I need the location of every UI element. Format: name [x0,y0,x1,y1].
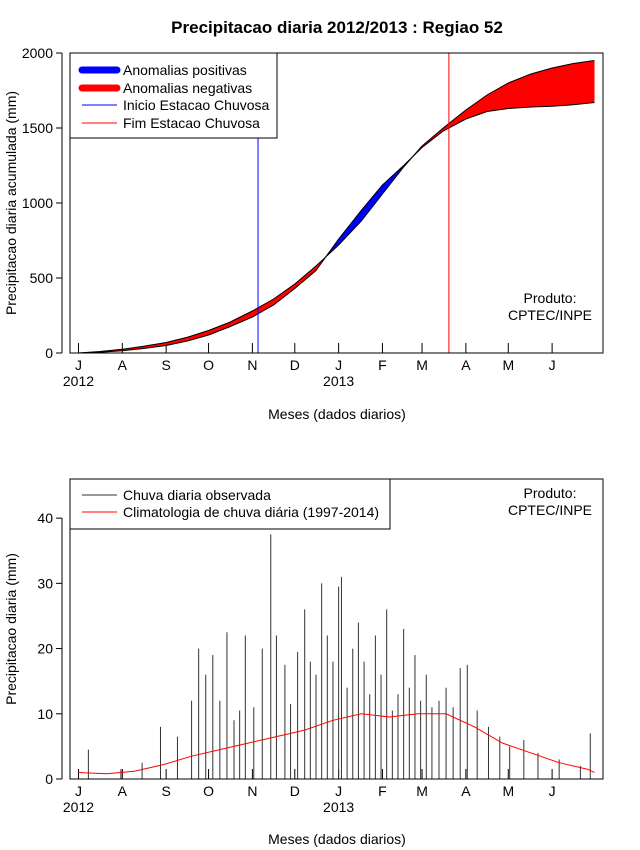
x-tick-label: M [416,357,428,373]
x-tick-label: F [378,783,387,799]
y-tick-label: 0 [45,345,53,361]
x-tick-label: J [75,783,82,799]
bottom-annotation-cptec: CPTEC/INPE [508,502,592,518]
x-tick-label: O [203,357,214,373]
top-y-axis-label: Precipitacao diaria acumulada (mm) [3,91,19,315]
top-annotation-cptec: CPTEC/INPE [508,307,592,323]
x-tick-label: A [461,783,471,799]
climatology-daily-line [78,713,595,775]
y-tick-label: 1000 [22,195,53,211]
y-tick-label: 500 [30,270,54,286]
y-tick-label: 2000 [22,45,53,61]
x-tick-label: A [118,783,128,799]
bottom-x-axis-label: Meses (dados diarios) [268,831,406,847]
x-tick-label: D [290,357,300,373]
x-year-label: 2012 [63,799,94,815]
legend-text-climatologia: Climatologia de chuva diária (1997-2014) [123,504,379,520]
x-tick-label: N [247,357,257,373]
x-year-label: 2013 [323,373,354,389]
top-plot-frame [69,52,604,354]
x-tick-label: D [290,783,300,799]
x-tick-label: A [118,357,128,373]
bottom-y-axis-label: Precipitacao diaria (mm) [3,553,19,705]
y-tick-label: 10 [37,706,53,722]
legend-text-chuva-observada: Chuva diaria observada [123,487,271,503]
x-tick-label: F [378,357,387,373]
x-tick-label: J [549,783,556,799]
bottom-legend: Chuva diaria observada Climatologia de c… [69,478,391,530]
y-tick-label: 20 [37,641,53,657]
x-tick-label: S [161,357,170,373]
y-tick-label: 0 [45,771,53,787]
anomaly-negative-area [79,256,326,353]
anomaly-positive-area [325,155,414,257]
legend-text-anomalias-positivas: Anomalias positivas [123,62,247,78]
legend-text-fim-estacao: Fim Estacao Chuvosa [123,115,260,131]
bottom-annotation-produto: Produto: [524,485,577,501]
x-tick-label: A [461,357,471,373]
y-tick-label: 40 [37,510,53,526]
x-tick-label: O [203,783,214,799]
x-tick-label: M [502,783,514,799]
x-tick-label: J [75,357,82,373]
x-tick-label: J [549,357,556,373]
top-chart-title: Precipitacao diaria 2012/2013 : Regiao 5… [171,18,503,37]
x-tick-label: S [161,783,170,799]
y-tick-label: 1500 [22,120,53,136]
x-year-label: 2012 [63,373,94,389]
bottom-legend-box [69,478,391,530]
climatology-cumulative-line [78,60,595,354]
legend-text-anomalias-negativas: Anomalias negativas [123,80,252,96]
x-tick-label: N [247,783,257,799]
x-tick-label: J [335,357,342,373]
x-tick-label: M [502,357,514,373]
top-x-axis-label: Meses (dados diarios) [268,406,406,422]
y-tick-label: 30 [37,575,53,591]
legend-text-inicio-estacao: Inicio Estacao Chuvosa [123,97,270,113]
top-chart: Precipitacao diaria 2012/2013 : Regiao 5… [3,18,604,422]
top-annotation-produto: Produto: [524,290,577,306]
x-tick-label: J [335,783,342,799]
observed-cumulative-line [78,102,595,354]
top-legend: Anomalias positivas Anomalias negativas … [69,52,278,139]
anomaly-negative-area [413,60,595,156]
x-year-label: 2013 [323,799,354,815]
x-tick-label: M [416,783,428,799]
